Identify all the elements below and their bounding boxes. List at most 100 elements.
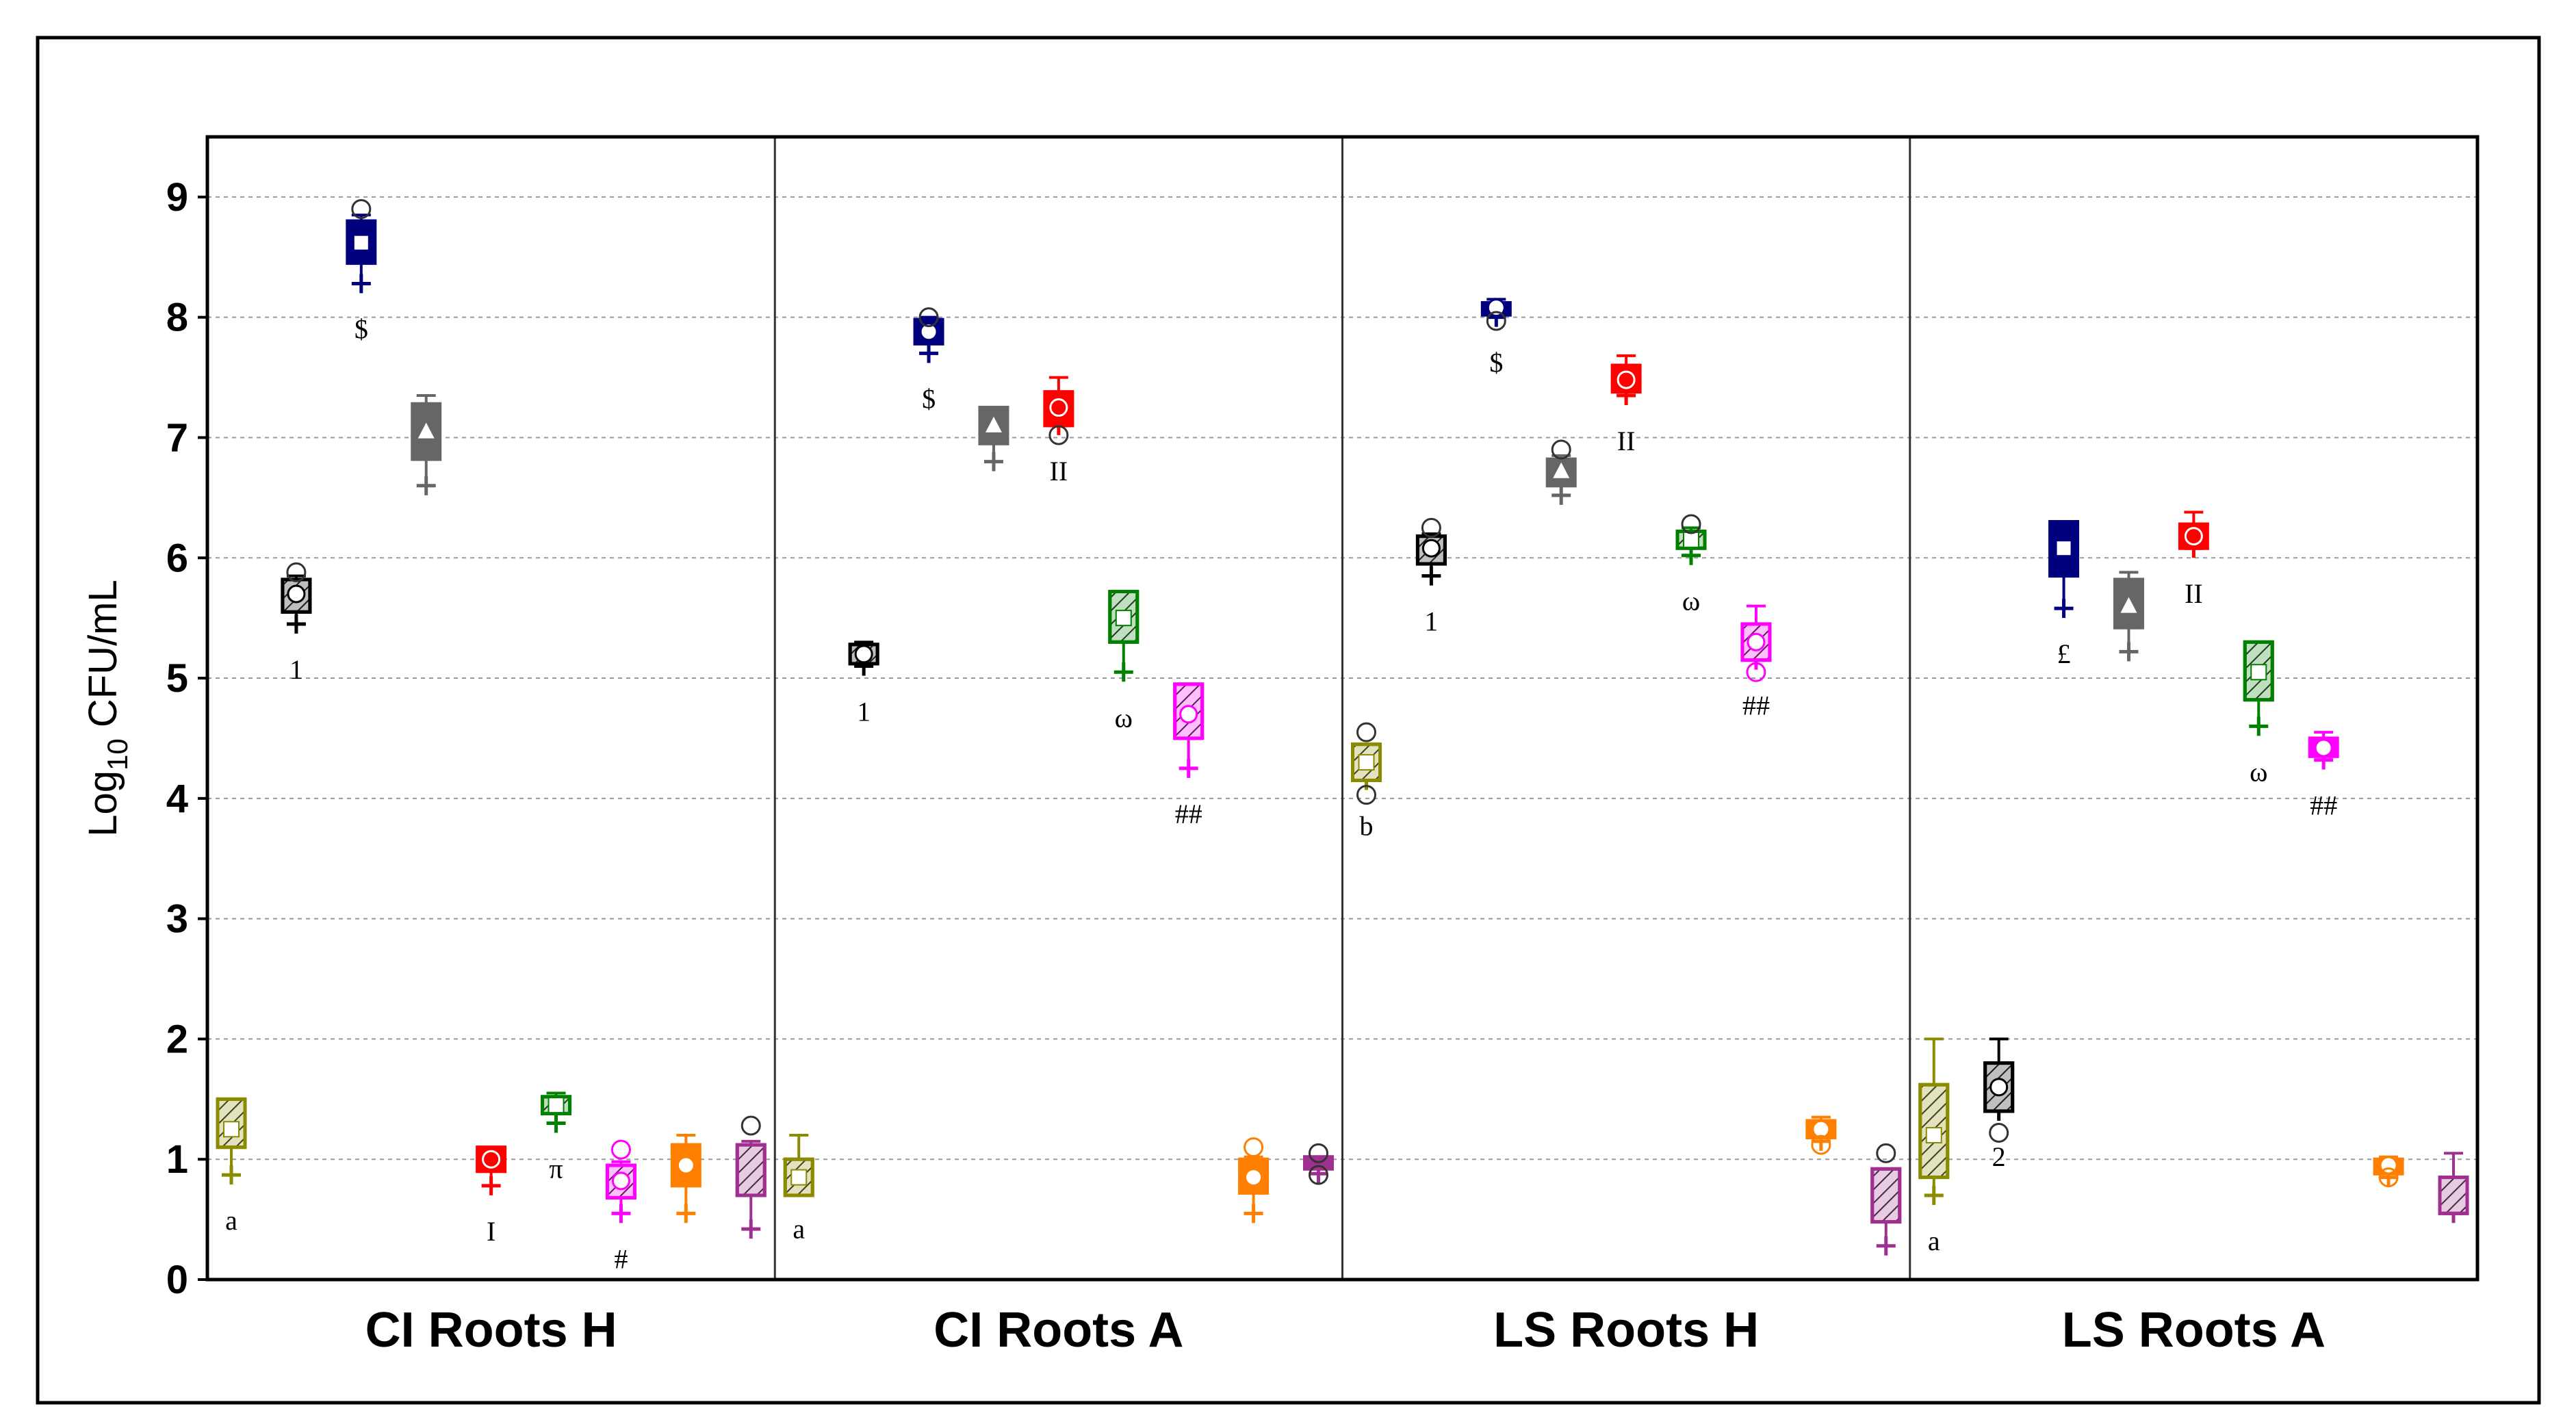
y-tick-label: 8	[166, 296, 188, 340]
box-outline	[735, 1143, 767, 1197]
box-group	[411, 393, 442, 495]
outlier-point	[1486, 311, 1506, 331]
mean-marker	[1553, 462, 1570, 478]
outlier-point	[610, 1139, 631, 1160]
box-group: £	[2048, 520, 2080, 669]
significance-label: 1	[289, 654, 303, 685]
box-tint	[737, 1145, 765, 1195]
mean-marker	[548, 1097, 565, 1114]
mean-marker	[854, 645, 873, 664]
significance-label: $	[922, 383, 936, 414]
y-tick-label: 4	[166, 777, 188, 821]
y-tick-label: 6	[166, 536, 188, 580]
outlier-point	[286, 562, 307, 582]
panel-label: LS Roots A	[2062, 1303, 2326, 1358]
box-outline	[1173, 682, 1205, 740]
significance-label: ##	[1742, 690, 1770, 721]
mean-marker	[2120, 597, 2137, 613]
outlier-point	[351, 198, 372, 219]
box-outline	[848, 643, 879, 666]
outlier-point	[1244, 1137, 1264, 1158]
outlier-point	[1746, 662, 1766, 682]
box-series: a 1 $ Iπ # a 1 $ II ω ## b 1 $ II ω ## a 2 £ II ω ##	[216, 198, 2469, 1274]
box-group: ω	[1108, 589, 1139, 733]
panel-label: LS Roots H	[1493, 1303, 1759, 1358]
outlier-point	[1421, 517, 1441, 538]
mean-marker	[482, 1150, 501, 1169]
box-group	[1870, 1143, 1902, 1256]
box-group	[1303, 1143, 1334, 1185]
significance-label: II	[2185, 578, 2203, 609]
mean-marker	[2184, 527, 2203, 546]
box-group: 1	[281, 562, 312, 685]
box-outline	[2243, 640, 2274, 702]
y-axis-title-subscript: 10	[101, 738, 133, 770]
mean-marker	[1115, 610, 1132, 627]
significance-label: 1	[1424, 606, 1438, 637]
significance-label: ##	[2310, 790, 2337, 821]
box-outline	[1351, 742, 1382, 782]
box-outline	[541, 1095, 572, 1115]
plot-area	[205, 135, 2480, 1282]
box-group: II	[2178, 510, 2209, 609]
mean-marker	[1244, 1168, 1263, 1187]
box-tint	[1872, 1169, 1900, 1222]
outlier-point	[1811, 1135, 1831, 1155]
box-group	[2373, 1155, 2404, 1188]
mean-marker	[1989, 1078, 2009, 1097]
mean-marker	[2314, 738, 2333, 757]
significance-label: a	[1928, 1226, 1940, 1256]
outlier-point	[1551, 439, 1571, 460]
significance-label: II	[1050, 456, 1068, 487]
significance-label: II	[1617, 426, 1636, 456]
outlier-point	[1309, 1143, 1328, 1163]
significance-label: b	[1360, 810, 1374, 841]
significance-label: #	[614, 1243, 628, 1274]
box-outline	[2438, 1176, 2469, 1215]
y-axis-title-prefix: Log	[81, 770, 125, 837]
y-tick-label: 2	[166, 1017, 188, 1061]
box-group	[735, 1115, 767, 1239]
significance-label: ω	[2250, 756, 2267, 787]
box-group: 2	[1983, 1037, 2015, 1172]
mean-marker	[611, 1171, 630, 1191]
outlier-point	[1048, 425, 1069, 445]
mean-marker	[1049, 398, 1068, 417]
outlier-point	[1989, 1123, 2009, 1143]
panel-label: CI Roots H	[365, 1303, 617, 1358]
box-group: ω	[2243, 640, 2274, 787]
mean-marker	[2250, 664, 2267, 681]
box-group: a	[216, 1097, 247, 1236]
outlier-point	[918, 307, 939, 328]
outer-frame	[36, 36, 2541, 1405]
mean-marker	[676, 1156, 695, 1175]
box-group: #	[605, 1139, 636, 1274]
box-group: 1	[1415, 517, 1447, 637]
box-group: $	[346, 198, 377, 344]
significance-label: $	[1489, 348, 1503, 378]
panel-labels: CI Roots H CI Roots A LS Roots H LS Roots A	[365, 1303, 2326, 1358]
mean-marker	[1421, 539, 1441, 558]
significance-label: ω	[1115, 702, 1133, 733]
box-group	[2113, 571, 2144, 662]
significance-label: $	[355, 313, 368, 344]
outlier-point	[1876, 1143, 1896, 1163]
significance-label: I	[487, 1216, 495, 1247]
mean-marker	[1617, 370, 1636, 389]
significance-label: π	[549, 1153, 563, 1184]
box-group: ##	[2308, 731, 2339, 821]
mean-marker	[287, 584, 306, 604]
box-group: b	[1351, 722, 1382, 841]
mean-marker	[985, 416, 1002, 432]
mean-marker	[223, 1121, 240, 1138]
box-outline	[783, 1157, 814, 1197]
y-tick-label: 9	[166, 175, 188, 220]
box-outline	[281, 578, 312, 614]
mean-marker	[1747, 632, 1766, 651]
outlier-point	[1356, 722, 1376, 742]
mean-marker	[1179, 705, 1198, 724]
y-tick-label: 0	[166, 1258, 188, 1302]
box-outline	[605, 1163, 636, 1200]
box-group: π	[541, 1091, 572, 1184]
